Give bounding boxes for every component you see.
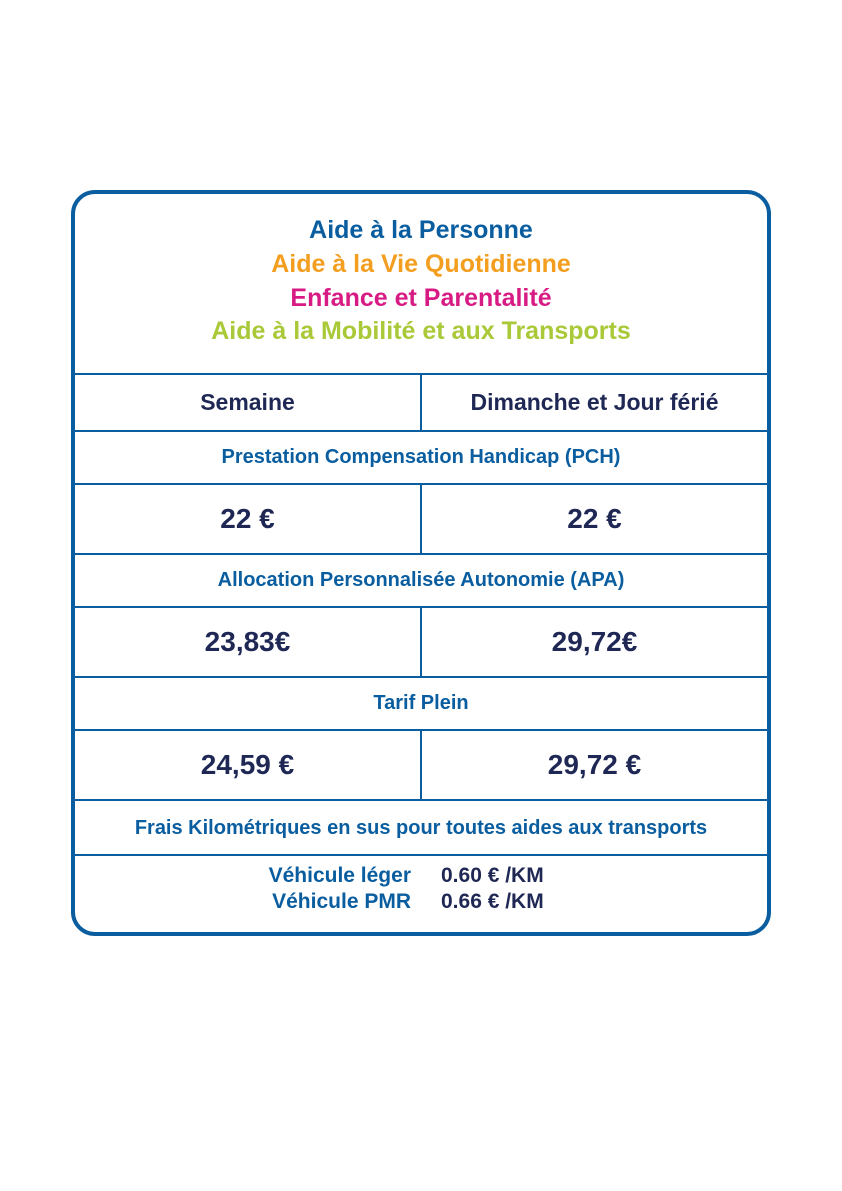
apa-label: Allocation Personnalisée Autonomie (APA): [75, 555, 767, 606]
pch-label: Prestation Compensation Handicap (PCH): [75, 432, 767, 483]
km-note-row: Frais Kilométriques en sus pour toutes a…: [75, 799, 767, 854]
km-light-label: Véhicule léger: [231, 864, 441, 888]
full-weekday-price: 24,59 €: [75, 731, 420, 799]
header-line-2: Aide à la Vie Quotidienne: [85, 248, 757, 282]
km-line-pmr: Véhicule PMR 0.66 € /KM: [231, 890, 611, 914]
km-pmr-value: 0.66 € /KM: [441, 890, 611, 914]
price-row-full: 24,59 € 29,72 €: [75, 729, 767, 799]
pch-weekday-price: 22 €: [75, 485, 420, 553]
pch-holiday-price: 22 €: [420, 485, 767, 553]
pricing-card: Aide à la Personne Aide à la Vie Quotidi…: [71, 190, 771, 936]
header-line-1: Aide à la Personne: [85, 214, 757, 248]
price-row-apa: 23,83€ 29,72€: [75, 606, 767, 676]
km-rates-row: Véhicule léger 0.60 € /KM Véhicule PMR 0…: [75, 854, 767, 932]
full-holiday-price: 29,72 €: [420, 731, 767, 799]
apa-weekday-price: 23,83€: [75, 608, 420, 676]
full-label: Tarif Plein: [75, 678, 767, 729]
section-label-apa: Allocation Personnalisée Autonomie (APA): [75, 553, 767, 606]
km-note: Frais Kilométriques en sus pour toutes a…: [75, 801, 767, 854]
km-pmr-label: Véhicule PMR: [231, 890, 441, 914]
apa-holiday-price: 29,72€: [420, 608, 767, 676]
card-header: Aide à la Personne Aide à la Vie Quotidi…: [75, 194, 767, 373]
price-row-pch: 22 € 22 €: [75, 483, 767, 553]
header-line-3: Enfance et Parentalité: [85, 282, 757, 316]
km-block: Véhicule léger 0.60 € /KM Véhicule PMR 0…: [75, 856, 767, 932]
km-light-value: 0.60 € /KM: [441, 864, 611, 888]
col-header-weekday: Semaine: [75, 375, 420, 430]
section-label-full: Tarif Plein: [75, 676, 767, 729]
km-line-light: Véhicule léger 0.60 € /KM: [231, 864, 611, 888]
column-header-row: Semaine Dimanche et Jour férié: [75, 373, 767, 430]
header-line-4: Aide à la Mobilité et aux Transports: [85, 315, 757, 349]
col-header-holiday: Dimanche et Jour férié: [420, 375, 767, 430]
section-label-pch: Prestation Compensation Handicap (PCH): [75, 430, 767, 483]
